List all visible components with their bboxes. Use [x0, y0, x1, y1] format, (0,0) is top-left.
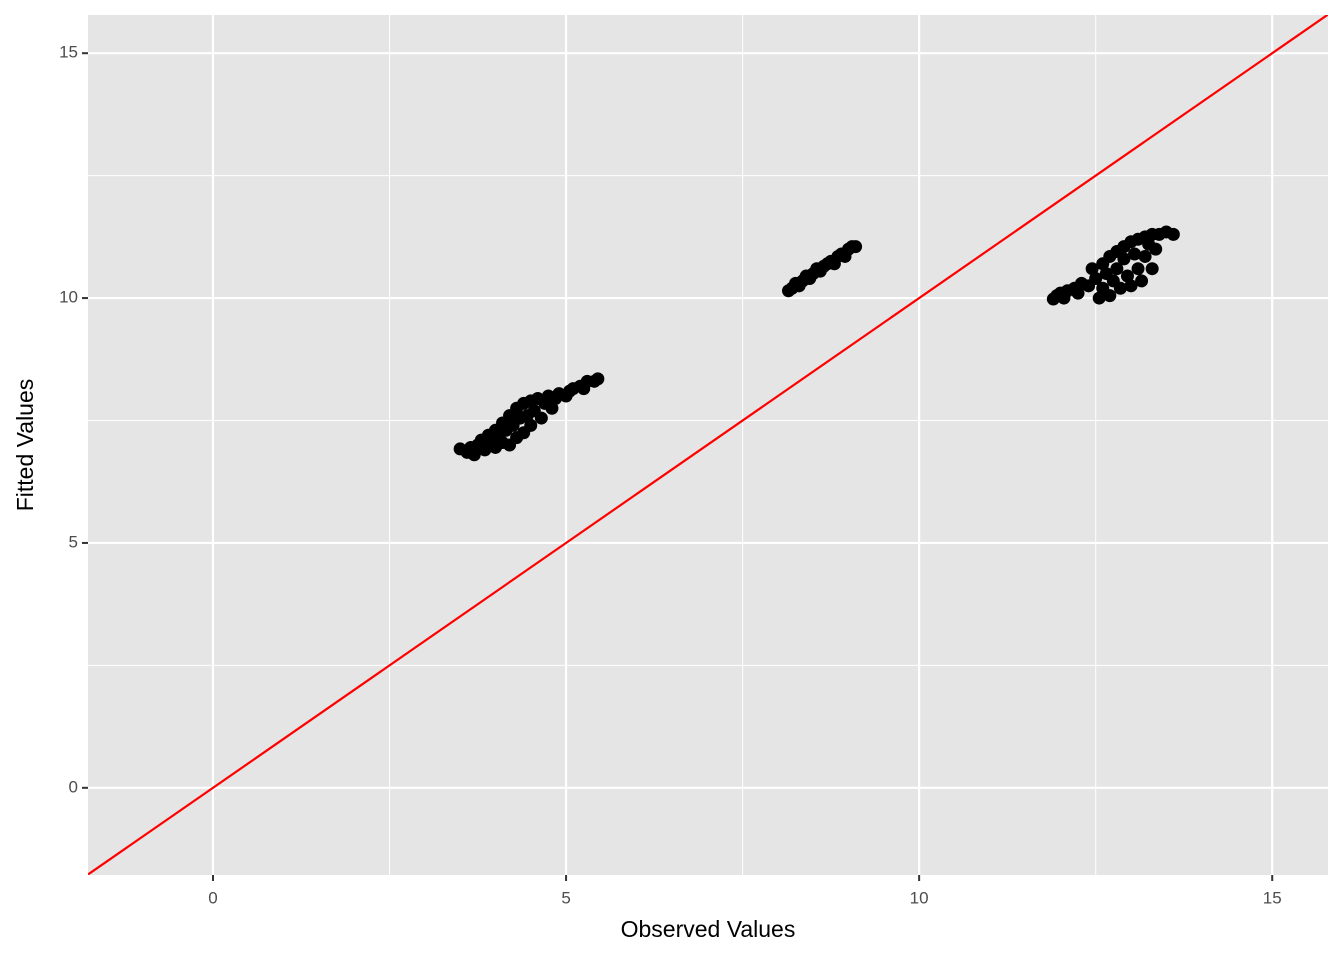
point	[1120, 269, 1134, 283]
point	[1149, 242, 1163, 256]
point	[1071, 286, 1085, 300]
point	[1166, 227, 1180, 241]
x-tick-label: 0	[208, 888, 217, 907]
point	[1110, 262, 1124, 276]
point	[534, 411, 548, 425]
point	[1124, 279, 1138, 293]
x-tick-label: 5	[561, 888, 570, 907]
point	[1085, 262, 1099, 276]
point	[1135, 274, 1149, 288]
point	[1117, 252, 1131, 266]
x-axis-label: Observed Values	[621, 916, 796, 942]
point	[591, 372, 605, 386]
marks	[88, 15, 1328, 875]
point	[1103, 289, 1117, 303]
x-tick-label: 15	[1263, 888, 1282, 907]
point	[849, 240, 863, 254]
point	[1138, 249, 1152, 263]
point	[1092, 291, 1106, 305]
point	[524, 418, 538, 432]
point	[1128, 247, 1142, 261]
y-tick-label: 0	[69, 777, 78, 796]
axes: 0 5 10 15 0 5 10 15	[59, 43, 1282, 908]
reference-line	[88, 15, 1328, 875]
point	[467, 448, 481, 462]
x-tick-label: 10	[910, 888, 929, 907]
point	[545, 401, 559, 415]
y-tick-label: 5	[69, 532, 78, 551]
y-tick-label: 10	[59, 288, 78, 307]
point	[1089, 271, 1103, 285]
y-axis-label: Fitted Values	[12, 379, 38, 512]
point	[1145, 262, 1159, 276]
point	[1131, 262, 1145, 276]
y-tick-label: 15	[59, 43, 78, 62]
point	[1113, 281, 1127, 295]
grid	[88, 15, 1328, 875]
